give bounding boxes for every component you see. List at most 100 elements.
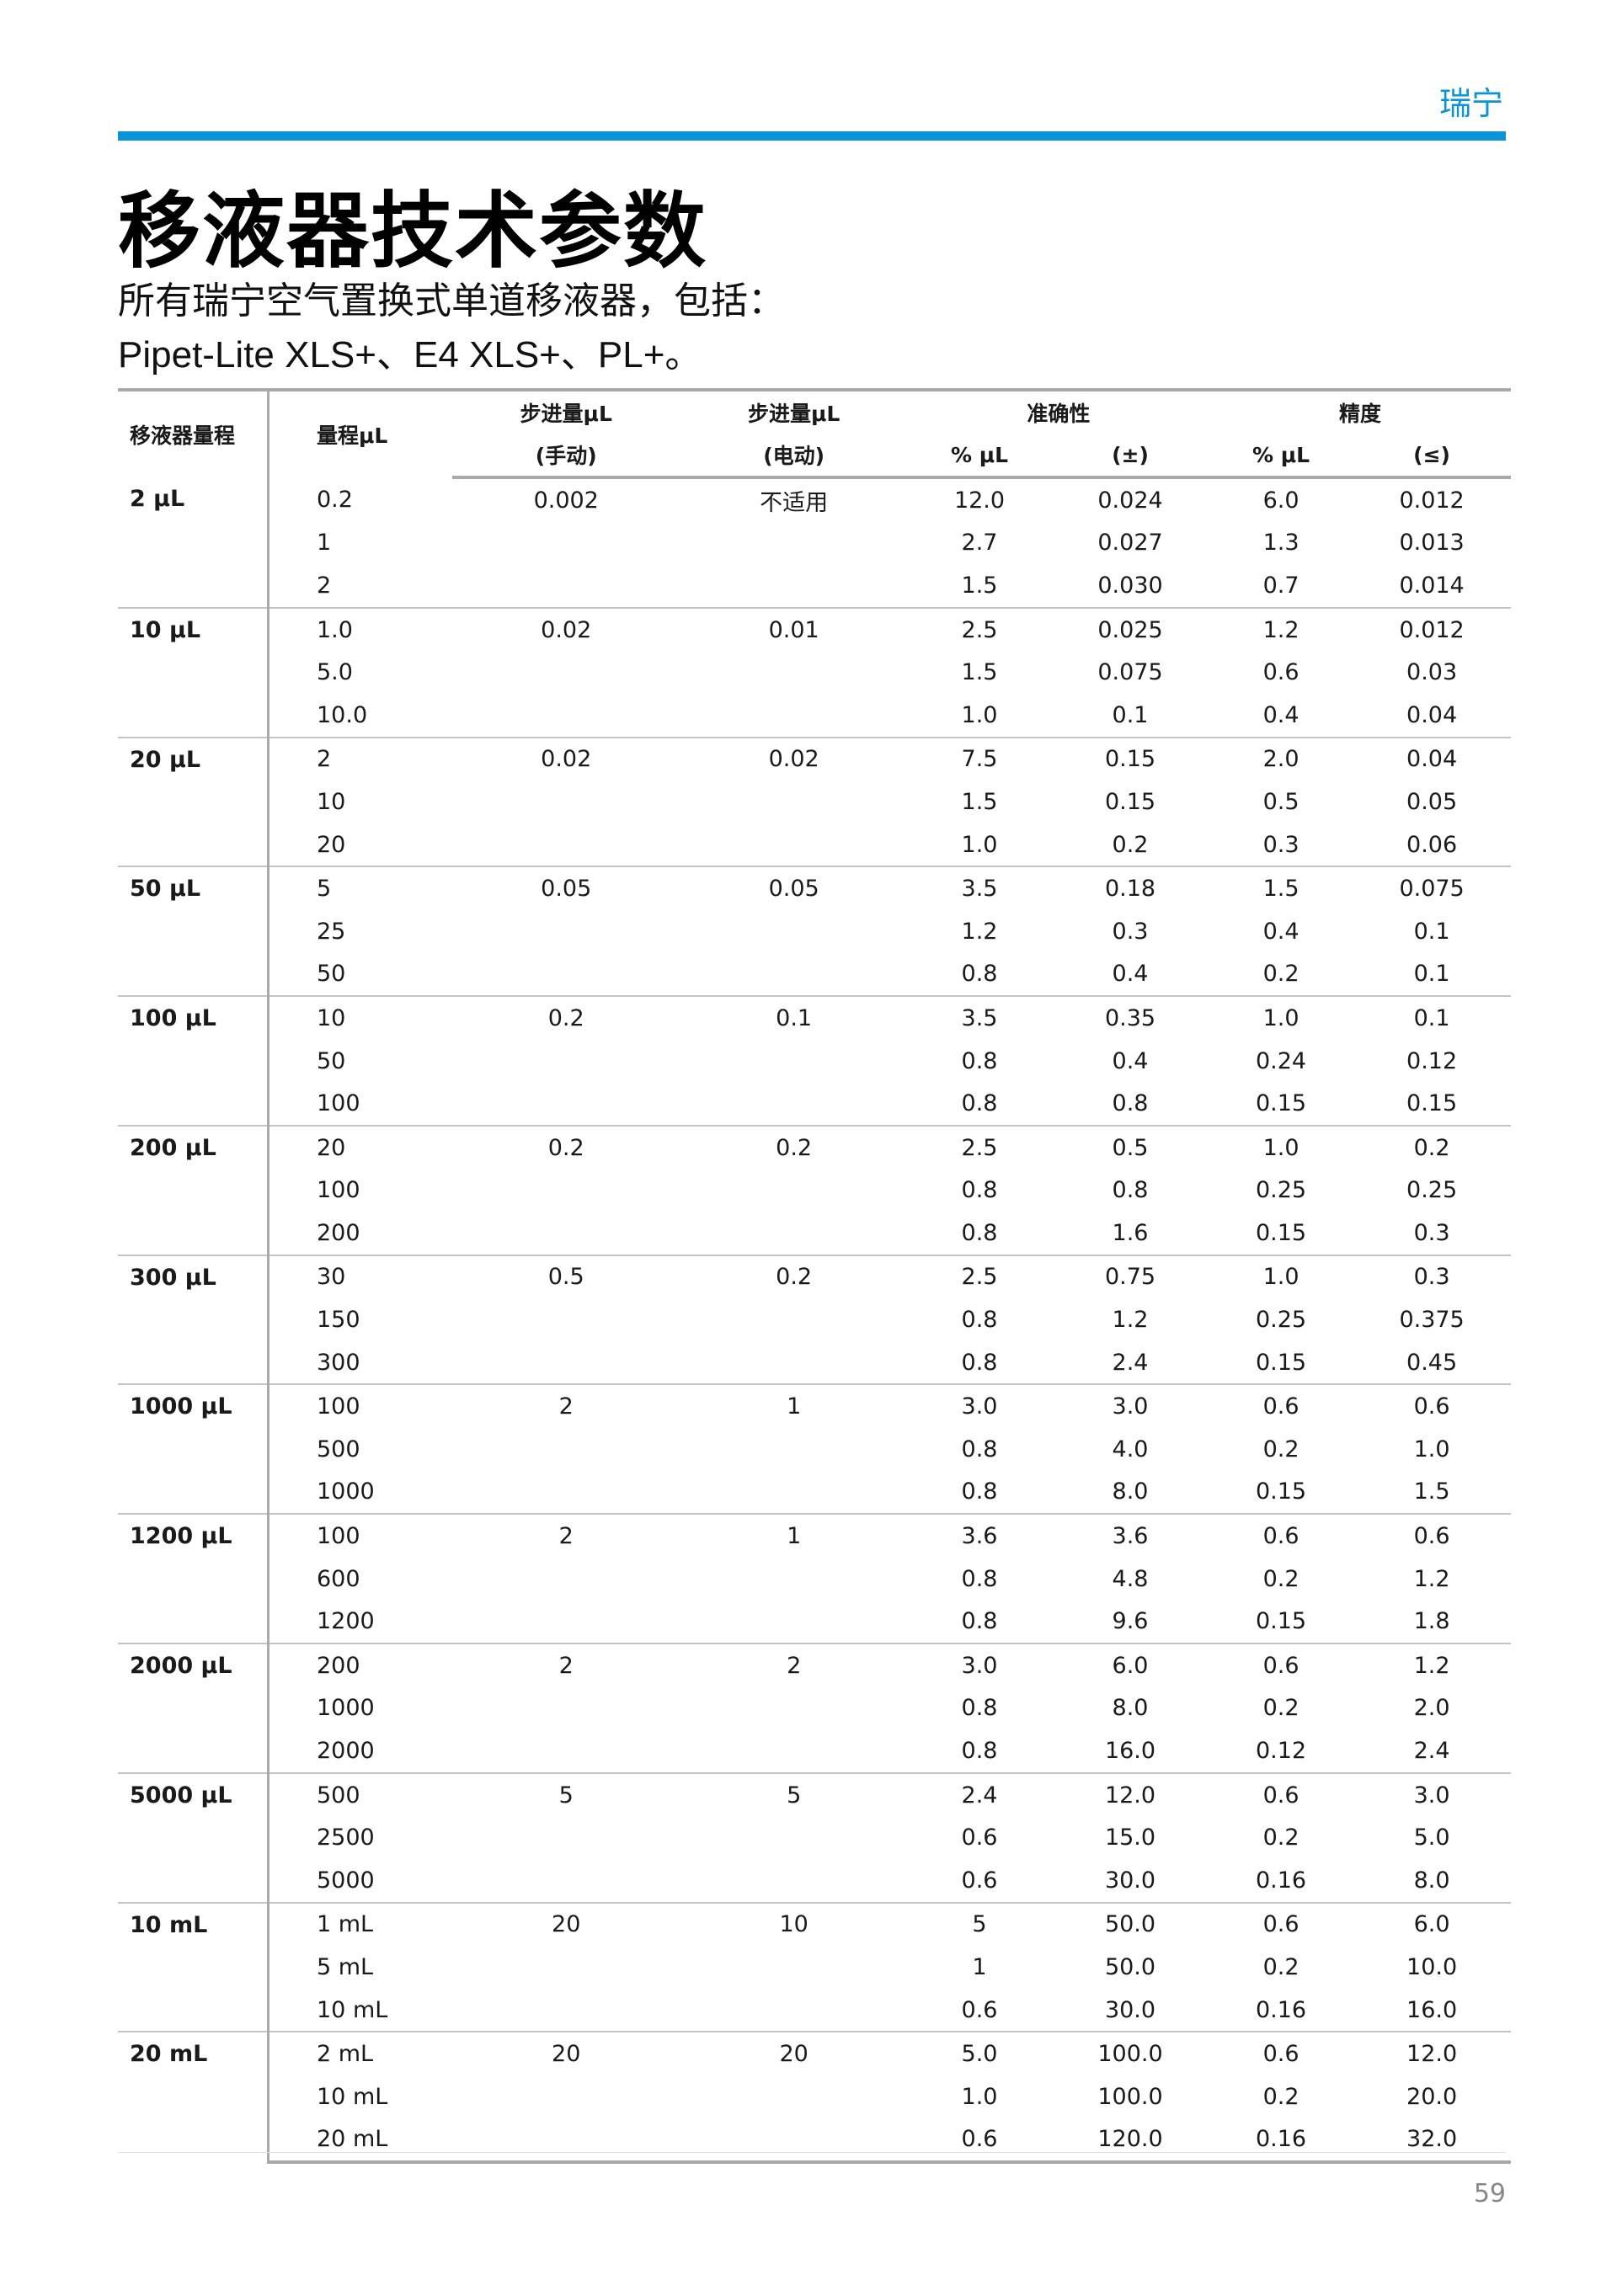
prec-pct-cell: 0.16 bbox=[1209, 2118, 1353, 2165]
acc-abs-cell: 0.024 bbox=[1097, 487, 1163, 514]
prec-abs-cell: 0.15 bbox=[1406, 1090, 1458, 1117]
acc-pct-cell: 0.8 bbox=[961, 1436, 998, 1462]
step-electric-cell bbox=[680, 1212, 907, 1255]
header-model: 移液器量程 bbox=[118, 388, 270, 477]
volume-cell: 2 mL bbox=[268, 2031, 452, 2075]
table-row: 5 mL 1 50.0 0.2 10.0 bbox=[118, 1946, 1511, 1989]
step-manual-cell bbox=[452, 1169, 680, 1212]
table-row: 10 mL 1.0 100.0 0.2 20.0 bbox=[118, 2075, 1511, 2118]
step-manual-cell bbox=[452, 651, 680, 694]
model-cell: 10 mL bbox=[118, 1901, 270, 2032]
header-electric: (电动) bbox=[680, 434, 908, 479]
prec-pct-cell: 1.3 bbox=[1262, 530, 1299, 557]
step-electric-cell: 10 bbox=[680, 1901, 908, 1947]
prec-pct-cell: 1.0 bbox=[1209, 995, 1353, 1040]
volume-cell: 10 bbox=[268, 995, 452, 1040]
table-row: 300 0.8 2.4 0.15 0.45 bbox=[118, 1341, 1511, 1385]
table-row: 10 μL 1.0 0.02 0.01 2.5 0.025 1.2 0.012 bbox=[118, 606, 1511, 738]
step-electric-cell bbox=[680, 1989, 907, 2032]
volume-cell: 2000 bbox=[317, 1738, 375, 1765]
table-row: 1200 μL 100 2 1 3.6 3.6 0.6 0.6 bbox=[118, 1513, 1511, 1644]
acc-abs-cell: 120.0 bbox=[1051, 2118, 1209, 2165]
acc-pct-cell: 3.5 bbox=[907, 995, 1052, 1040]
step-electric-cell bbox=[680, 694, 907, 738]
volume-cell: 100 bbox=[268, 1383, 452, 1429]
acc-abs-cell: 100.0 bbox=[1097, 2083, 1163, 2110]
prec-pct-cell: 0.5 bbox=[1262, 788, 1299, 815]
step-electric-cell bbox=[680, 651, 907, 694]
table-row: 200 0.8 1.6 0.15 0.3 bbox=[118, 1212, 1511, 1255]
table-row: 100 μL 10 0.2 0.1 3.5 0.35 1.0 0.1 bbox=[118, 995, 1511, 1126]
acc-pct-cell: 0.8 bbox=[961, 1608, 998, 1635]
prec-abs-cell: 8.0 bbox=[1413, 1867, 1450, 1894]
volume-cell: 5000 bbox=[317, 1867, 375, 1894]
acc-abs-cell: 30.0 bbox=[1104, 1867, 1156, 1894]
table-row: 500 0.8 4.0 0.2 1.0 bbox=[118, 1428, 1511, 1471]
step-electric-cell: 1 bbox=[680, 1513, 908, 1558]
acc-abs-cell: 0.15 bbox=[1051, 736, 1209, 781]
acc-pct-cell: 5.0 bbox=[907, 2031, 1052, 2075]
acc-pct-cell: 0.8 bbox=[961, 1349, 998, 1376]
acc-pct-cell: 0.8 bbox=[961, 1177, 998, 1204]
prec-pct-cell: 0.6 bbox=[1209, 1643, 1353, 1687]
prec-abs-cell: 12.0 bbox=[1353, 2031, 1511, 2075]
table-row: 1000 μL 100 2 1 3.0 3.0 0.6 0.6 bbox=[118, 1383, 1511, 1515]
prec-pct-cell: 0.4 bbox=[1262, 918, 1299, 945]
step-manual-cell bbox=[452, 2118, 680, 2165]
step-manual-cell: 2 bbox=[452, 1383, 680, 1429]
acc-pct-cell: 2.5 bbox=[907, 1254, 1052, 1299]
prec-pct-cell: 0.15 bbox=[1255, 1478, 1307, 1505]
acc-abs-cell: 0.35 bbox=[1051, 995, 1209, 1040]
prec-abs-cell: 0.375 bbox=[1399, 1307, 1465, 1334]
prec-pct-cell: 0.15 bbox=[1255, 1219, 1307, 1246]
acc-pct-cell: 1.2 bbox=[961, 918, 998, 945]
table-row: 600 0.8 4.8 0.2 1.2 bbox=[118, 1558, 1511, 1601]
step-manual-cell: 0.5 bbox=[452, 1254, 680, 1299]
prec-abs-cell: 0.25 bbox=[1406, 1177, 1458, 1204]
step-electric-cell bbox=[680, 1082, 907, 1126]
acc-abs-cell: 8.0 bbox=[1112, 1695, 1149, 1722]
page-number: 59 bbox=[1473, 2179, 1506, 2208]
step-manual-cell bbox=[452, 1816, 680, 1859]
volume-cell: 600 bbox=[317, 1565, 360, 1592]
acc-pct-cell: 0.6 bbox=[961, 1825, 998, 1851]
step-manual-cell: 0.02 bbox=[452, 736, 680, 781]
step-electric-cell: 0.01 bbox=[680, 606, 908, 652]
step-electric-cell: 不适用 bbox=[760, 489, 829, 516]
step-electric-cell bbox=[680, 1341, 907, 1385]
step-electric-cell bbox=[680, 1471, 907, 1515]
model-cell: 200 μL bbox=[118, 1124, 270, 1255]
table-row: 20 mL 2 mL 20 20 5.0 100.0 0.6 12.0 bbox=[118, 2031, 1511, 2163]
volume-cell: 1 mL bbox=[268, 1901, 452, 1947]
table-row: 1000 0.8 8.0 0.2 2.0 bbox=[118, 1687, 1511, 1730]
header-prec-pct: % μL bbox=[1209, 434, 1353, 479]
prec-pct-cell: 0.6 bbox=[1209, 1771, 1353, 1817]
prec-abs-cell: 0.1 bbox=[1353, 995, 1511, 1040]
volume-cell: 5.0 bbox=[317, 659, 353, 686]
prec-abs-cell: 0.06 bbox=[1406, 831, 1458, 858]
table-row: 1000 0.8 8.0 0.15 1.5 bbox=[118, 1471, 1511, 1515]
model-cell: 1200 μL bbox=[118, 1513, 270, 1644]
acc-abs-cell: 0.2 bbox=[1112, 831, 1149, 858]
model-cell: 300 μL bbox=[118, 1254, 270, 1385]
acc-pct-cell: 0.6 bbox=[907, 2118, 1052, 2165]
prec-abs-cell: 0.6 bbox=[1353, 1383, 1511, 1429]
acc-pct-cell: 3.6 bbox=[907, 1513, 1052, 1558]
acc-abs-cell: 1.6 bbox=[1112, 1219, 1149, 1246]
prec-abs-cell: 0.012 bbox=[1353, 606, 1511, 652]
prec-pct-cell: 1.0 bbox=[1209, 1124, 1353, 1169]
step-manual-cell: 20 bbox=[452, 1901, 680, 1947]
header-step-manual: 步进量μL bbox=[452, 388, 680, 434]
acc-abs-cell: 4.0 bbox=[1112, 1436, 1149, 1462]
volume-cell: 100 bbox=[268, 1513, 452, 1558]
step-electric-cell: 0.2 bbox=[680, 1124, 908, 1169]
volume-cell: 1000 bbox=[317, 1478, 375, 1505]
subtitle-line-1: 所有瑞宁空气置换式单道移液器，包括： bbox=[118, 280, 785, 322]
volume-cell: 300 bbox=[317, 1349, 360, 1376]
volume-cell: 25 bbox=[317, 918, 346, 945]
acc-pct-cell: 12.0 bbox=[953, 487, 1006, 514]
acc-pct-cell: 0.8 bbox=[961, 1478, 998, 1505]
step-manual-cell: 0.2 bbox=[452, 995, 680, 1040]
prec-abs-cell: 0.6 bbox=[1353, 1513, 1511, 1558]
table-row: 200 μL 20 0.2 0.2 2.5 0.5 1.0 0.2 bbox=[118, 1124, 1511, 1255]
